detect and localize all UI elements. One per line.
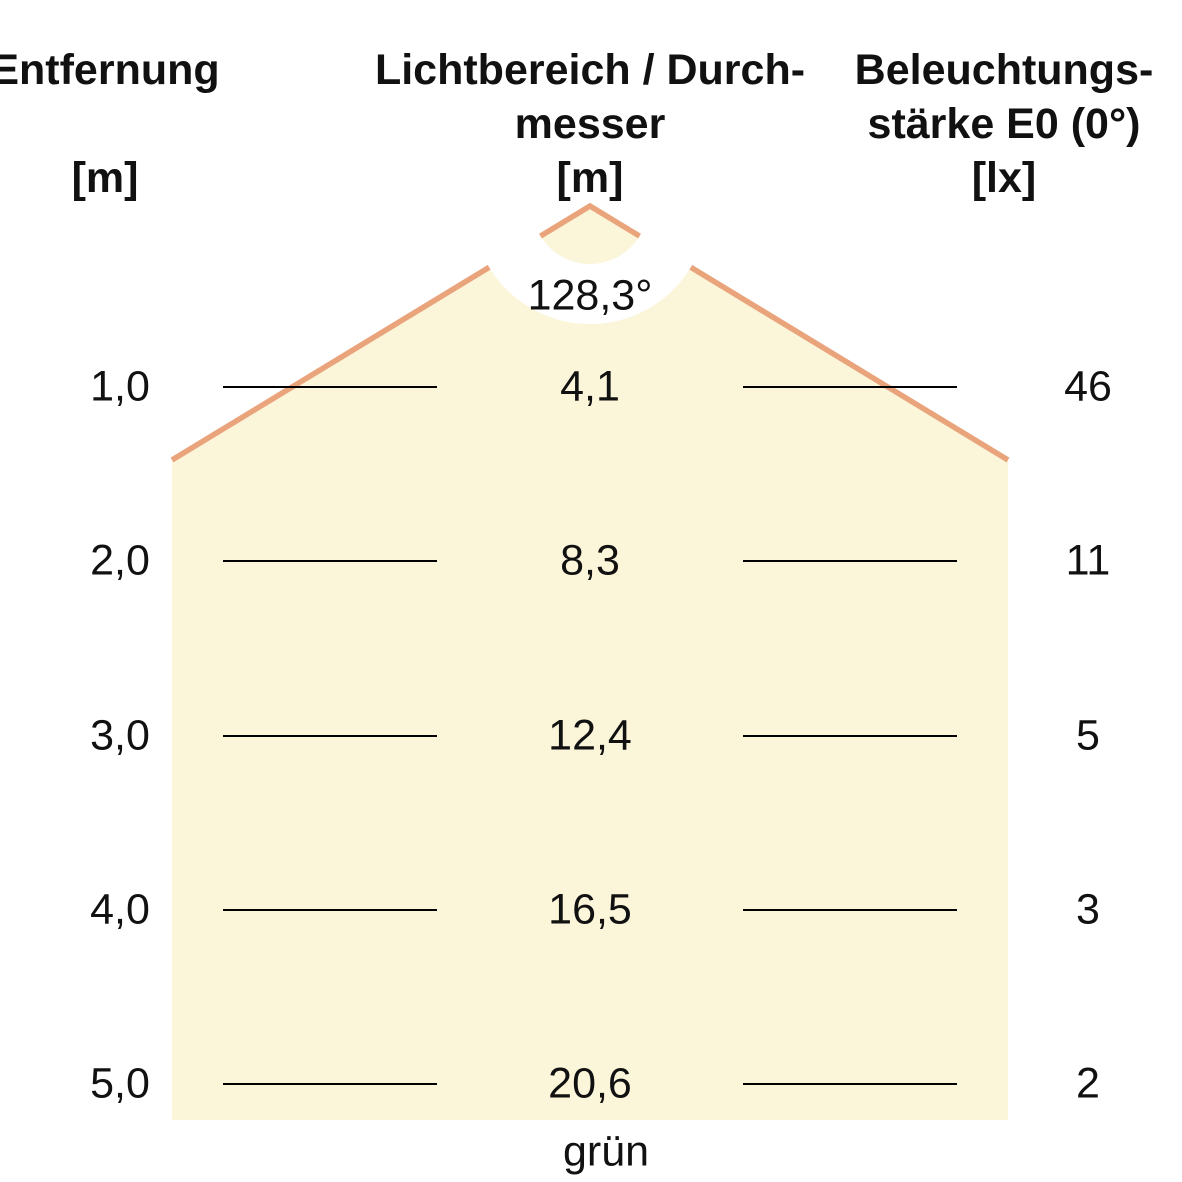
diameter-value-row4: 16,5 [548, 885, 632, 934]
header-diameter-unit: [m] [556, 154, 624, 202]
illuminance-value-row2: 11 [1065, 536, 1111, 585]
header-distance-unit: [m] [71, 154, 139, 202]
header-diameter: Lichtbereich / Durch- messer [m] [375, 43, 805, 205]
diameter-value-row2: 8,3 [560, 536, 620, 585]
header-distance-line1: Entfernung [0, 46, 220, 94]
illuminance-value-row5: 2 [1076, 1059, 1100, 1108]
header-illuminance-unit: [lx] [971, 154, 1037, 202]
header-illuminance-line1: Beleuchtungs- [854, 46, 1154, 94]
illuminance-value-row4: 3 [1076, 885, 1100, 934]
light-cone-shape [172, 206, 1008, 1120]
diameter-value-row3: 12,4 [548, 711, 632, 760]
header-illuminance: Beleuchtungs- stärke E0 (0°) [lx] [855, 43, 1154, 205]
beam-edge-lines [170, 202, 1010, 463]
distance-value-row1: 1,0 [90, 362, 150, 411]
distance-value-row5: 5,0 [90, 1059, 150, 1108]
distance-value-row4: 4,0 [90, 885, 150, 934]
diameter-value-row5: 20,6 [548, 1059, 632, 1108]
header-illuminance-line2: stärke E0 (0°) [867, 100, 1141, 148]
beam-angle-label: 128,3° [527, 271, 653, 320]
header-distance-line2 [0, 97, 220, 151]
angle-label-band [472, 88, 708, 324]
diameter-value-row1: 4,1 [560, 362, 620, 411]
illuminance-value-row3: 5 [1076, 711, 1100, 760]
beam-color-label: grün [562, 1127, 650, 1176]
distance-value-row3: 3,0 [90, 711, 150, 760]
distance-value-row2: 2,0 [90, 536, 150, 585]
header-diameter-line2: messer [514, 100, 666, 148]
header-diameter-line1: Lichtbereich / Durch- [374, 46, 806, 94]
illuminance-value-row1: 46 [1064, 362, 1112, 411]
header-distance: Entfernung [m] [0, 43, 220, 205]
